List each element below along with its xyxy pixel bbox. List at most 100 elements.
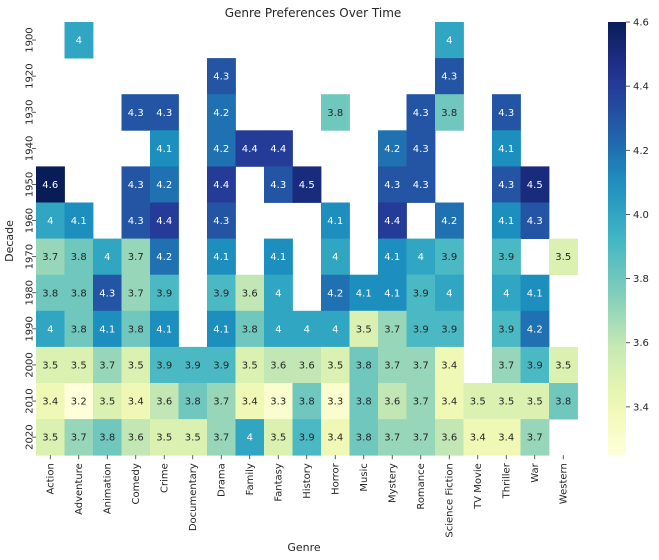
cell-value-label: 3.8 bbox=[71, 252, 87, 263]
cell-value-label: 3.5 bbox=[156, 433, 172, 444]
y-axis-ticks: 1900 1920 1930 1940 1950 1960 1970 1980 1990 2000… bbox=[25, 27, 36, 450]
cell-value-label: 4 bbox=[47, 216, 53, 227]
heatmap-cell bbox=[349, 419, 379, 456]
x-tick-label: Comedy bbox=[131, 463, 142, 504]
colorbar bbox=[608, 22, 626, 455]
x-tick-label: Action bbox=[46, 463, 57, 494]
cell-value-label: 3.8 bbox=[71, 288, 87, 299]
cell-value-label: 3.8 bbox=[356, 360, 372, 371]
cell-value-label: 4.3 bbox=[413, 180, 429, 191]
cell-value-label: 3.5 bbox=[327, 360, 343, 371]
cell-value-label: 3.6 bbox=[270, 360, 286, 371]
cell-value-label: 4 bbox=[247, 433, 253, 444]
colorbar-tick-label: 4.4 bbox=[633, 82, 649, 93]
x-tick-label: Fantasy bbox=[274, 463, 285, 502]
cell-value-label: 4.3 bbox=[413, 108, 429, 119]
cell-value-label: 4.3 bbox=[156, 108, 172, 119]
cell-value-label: 3.6 bbox=[441, 433, 457, 444]
cell-value-label: 3.8 bbox=[356, 397, 372, 408]
cell-value-label: 3.4 bbox=[242, 397, 258, 408]
cell-value-label: 3.5 bbox=[356, 324, 372, 335]
heatmap-cell bbox=[150, 166, 179, 203]
heatmap-cell bbox=[150, 238, 179, 276]
heatmap-cell bbox=[321, 202, 350, 239]
heatmap-cell bbox=[378, 130, 407, 167]
cell-value-label: 4.1 bbox=[156, 324, 172, 335]
heatmap-cell bbox=[520, 166, 550, 203]
heatmap-cell bbox=[435, 274, 464, 312]
cell-value-label: 3.3 bbox=[327, 397, 343, 408]
heatmap-cell bbox=[292, 346, 322, 384]
heatmap-cell bbox=[150, 274, 179, 312]
heatmap-cell bbox=[178, 346, 208, 384]
heatmap-cell bbox=[321, 346, 350, 384]
cell-value-label: 4.5 bbox=[527, 180, 543, 191]
heatmap-cell bbox=[378, 310, 407, 348]
heatmap-cell bbox=[207, 383, 236, 420]
cell-value-label: 4.1 bbox=[71, 216, 87, 227]
heatmap-cell bbox=[292, 383, 322, 420]
colorbar-tick-label: 3.6 bbox=[633, 338, 649, 349]
heatmap-cell bbox=[93, 383, 122, 420]
cell-value-label: 4.3 bbox=[128, 180, 144, 191]
colorbar-tick-label: 3.8 bbox=[633, 274, 649, 285]
heatmap-cell bbox=[492, 238, 521, 276]
heatmap-cell bbox=[492, 130, 521, 167]
cell-value-label: 3.5 bbox=[527, 397, 543, 408]
cell-value-label: 3.4 bbox=[441, 397, 457, 408]
cell-value-label: 3.6 bbox=[384, 397, 400, 408]
y-tick-label: 1960 bbox=[25, 208, 36, 233]
x-tick-label: Music bbox=[359, 463, 370, 491]
cell-value-label: 4.1 bbox=[498, 144, 514, 155]
colorbar-tick-label: 4.6 bbox=[633, 18, 649, 29]
heatmap-cell bbox=[492, 202, 521, 239]
heatmap-cell bbox=[150, 383, 179, 420]
y-tick-label: 2020 bbox=[25, 424, 36, 449]
cell-value-label: 4.2 bbox=[213, 144, 229, 155]
cell-value-label: 3.7 bbox=[128, 252, 144, 263]
heatmap-cell bbox=[207, 346, 236, 384]
cell-value-label: 3.4 bbox=[498, 433, 514, 444]
cell-value-label: 3.7 bbox=[413, 360, 429, 371]
cell-value-label: 4.1 bbox=[327, 216, 343, 227]
heatmap-cell bbox=[235, 346, 265, 384]
y-tick-label: 2000 bbox=[25, 352, 36, 377]
heatmap-cell bbox=[121, 166, 151, 203]
cell-value-label: 3.7 bbox=[128, 288, 144, 299]
y-tick-label: 1920 bbox=[25, 63, 36, 88]
heatmap-cell bbox=[64, 274, 94, 312]
cell-value-label: 3.5 bbox=[99, 397, 115, 408]
x-tick-label: Drama bbox=[217, 463, 228, 497]
cell-value-label: 3.7 bbox=[413, 397, 429, 408]
x-tick-label: Western bbox=[559, 463, 570, 504]
cell-value-label: 4.3 bbox=[384, 180, 400, 191]
heatmap-cell bbox=[264, 238, 293, 276]
heatmap-cell bbox=[349, 310, 379, 348]
cell-value-label: 4.1 bbox=[270, 252, 286, 263]
heatmap-cell bbox=[150, 419, 179, 456]
heatmap-cell-labels: 4 4 4.3 4.3 4.3 4.3 4.2 3.8 4.3 3.8 4.3 4.1 4.2 4.4 4.… bbox=[42, 36, 571, 444]
cell-value-label: 3.6 bbox=[128, 433, 144, 444]
cell-value-label: 3.9 bbox=[498, 324, 514, 335]
heatmap-cell bbox=[321, 238, 350, 276]
heatmap-cell bbox=[150, 346, 179, 384]
heatmap-cell bbox=[321, 419, 350, 456]
heatmap-cell bbox=[264, 166, 293, 203]
heatmap-cell bbox=[36, 383, 65, 420]
heatmap-cell bbox=[492, 94, 521, 131]
heatmap-cell bbox=[93, 310, 122, 348]
heatmap-cell bbox=[150, 202, 179, 239]
x-tick-label: Mystery bbox=[388, 463, 399, 503]
cell-value-label: 3.5 bbox=[555, 252, 571, 263]
heatmap-cell bbox=[93, 419, 122, 456]
y-tick-label: 1930 bbox=[25, 100, 36, 125]
cell-value-label: 3.9 bbox=[156, 360, 172, 371]
cell-value-label: 3.4 bbox=[470, 433, 486, 444]
cell-value-label: 4 bbox=[446, 288, 452, 299]
heatmap-cell bbox=[235, 310, 265, 348]
heatmap-cell bbox=[64, 238, 94, 276]
heatmap-cell bbox=[64, 22, 94, 59]
cell-value-label: 3.5 bbox=[242, 360, 258, 371]
cell-value-label: 4.6 bbox=[42, 180, 58, 191]
